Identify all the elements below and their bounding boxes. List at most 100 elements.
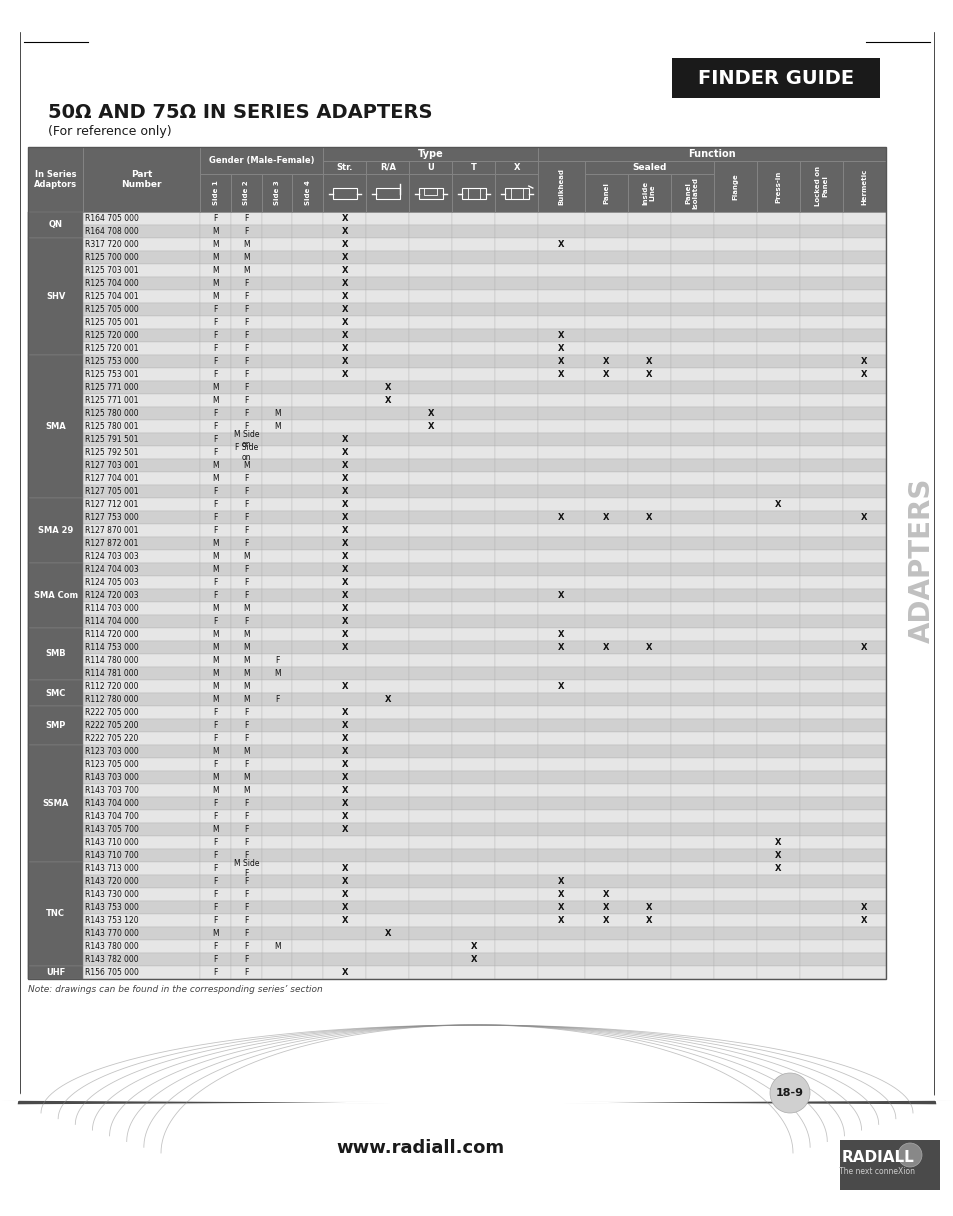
Bar xyxy=(261,706,293,719)
Bar xyxy=(799,914,842,927)
Bar xyxy=(323,433,366,446)
Text: X: X xyxy=(341,604,348,613)
Bar xyxy=(842,810,885,823)
Bar xyxy=(452,745,495,758)
Bar xyxy=(713,433,756,446)
Bar xyxy=(366,368,409,381)
Text: X: X xyxy=(341,319,348,327)
Bar xyxy=(83,719,200,732)
Text: F: F xyxy=(244,319,249,327)
Text: X: X xyxy=(558,643,564,652)
Bar xyxy=(28,381,83,394)
Text: M: M xyxy=(213,682,218,691)
Bar xyxy=(495,810,537,823)
Bar xyxy=(670,796,713,810)
Text: X: X xyxy=(341,773,348,782)
Bar xyxy=(670,563,713,576)
Bar xyxy=(200,250,231,264)
Text: The next conneXion: The next conneXion xyxy=(838,1167,914,1177)
Text: R124 704 003: R124 704 003 xyxy=(85,565,139,574)
Bar xyxy=(584,550,627,563)
Bar xyxy=(261,966,293,979)
Text: X: X xyxy=(602,903,609,912)
Text: F: F xyxy=(213,721,217,730)
Bar xyxy=(231,758,261,771)
Bar xyxy=(261,511,293,524)
Bar xyxy=(366,161,409,174)
Bar xyxy=(584,771,627,784)
Bar xyxy=(537,966,584,979)
Bar xyxy=(670,174,713,212)
Bar xyxy=(28,446,83,458)
Bar xyxy=(231,862,261,876)
Bar xyxy=(231,524,261,537)
Bar xyxy=(231,771,261,784)
Bar xyxy=(799,250,842,264)
Text: F: F xyxy=(213,708,217,717)
Bar xyxy=(231,668,261,680)
Bar xyxy=(842,238,885,250)
Bar xyxy=(756,914,799,927)
Bar xyxy=(231,706,261,719)
Text: R114 704 000: R114 704 000 xyxy=(85,617,139,626)
Bar xyxy=(452,420,495,433)
Text: F: F xyxy=(213,812,217,821)
Bar xyxy=(83,888,200,901)
Bar xyxy=(842,161,885,212)
Bar xyxy=(537,563,584,576)
Bar xyxy=(756,719,799,732)
Bar xyxy=(842,368,885,381)
Bar xyxy=(323,537,366,550)
Text: R143 730 000: R143 730 000 xyxy=(85,890,139,899)
Bar xyxy=(409,693,452,706)
Bar xyxy=(670,837,713,849)
Text: F: F xyxy=(244,903,249,912)
Bar xyxy=(83,706,200,719)
Bar xyxy=(756,524,799,537)
Bar xyxy=(293,225,323,238)
Bar xyxy=(584,289,627,303)
Text: F: F xyxy=(244,942,249,951)
Text: F: F xyxy=(213,591,217,599)
Bar xyxy=(627,238,670,250)
Bar xyxy=(537,147,885,161)
Text: F: F xyxy=(244,760,249,769)
Bar xyxy=(231,901,261,914)
Bar xyxy=(627,914,670,927)
Bar xyxy=(452,732,495,745)
Bar xyxy=(200,174,231,212)
Bar xyxy=(409,458,452,472)
Text: F: F xyxy=(213,903,217,912)
Text: F: F xyxy=(213,319,217,327)
Text: M: M xyxy=(243,669,250,679)
Text: R114 703 000: R114 703 000 xyxy=(85,604,139,613)
Text: 50Ω AND 75Ω IN SERIES ADAPTERS: 50Ω AND 75Ω IN SERIES ADAPTERS xyxy=(48,102,432,122)
Bar xyxy=(584,615,627,627)
Bar xyxy=(231,446,261,458)
Bar xyxy=(83,563,200,576)
Bar xyxy=(713,576,756,589)
Bar xyxy=(670,914,713,927)
Bar xyxy=(799,796,842,810)
Bar xyxy=(83,602,200,615)
Text: R127 712 001: R127 712 001 xyxy=(85,500,138,510)
Bar xyxy=(495,706,537,719)
Bar xyxy=(83,758,200,771)
Text: F: F xyxy=(244,812,249,821)
Bar xyxy=(842,563,885,576)
Bar xyxy=(323,394,366,407)
Bar xyxy=(83,524,200,537)
Bar xyxy=(231,368,261,381)
Text: (For reference only): (For reference only) xyxy=(48,125,172,139)
Bar xyxy=(584,330,627,342)
Text: F: F xyxy=(244,292,249,302)
Text: Side 2: Side 2 xyxy=(243,181,249,206)
Bar xyxy=(627,446,670,458)
Bar xyxy=(28,576,83,589)
Bar xyxy=(231,796,261,810)
Text: M: M xyxy=(213,253,218,261)
Text: F: F xyxy=(213,578,217,587)
Polygon shape xyxy=(0,1025,953,1216)
Bar xyxy=(366,433,409,446)
Bar xyxy=(200,940,231,953)
